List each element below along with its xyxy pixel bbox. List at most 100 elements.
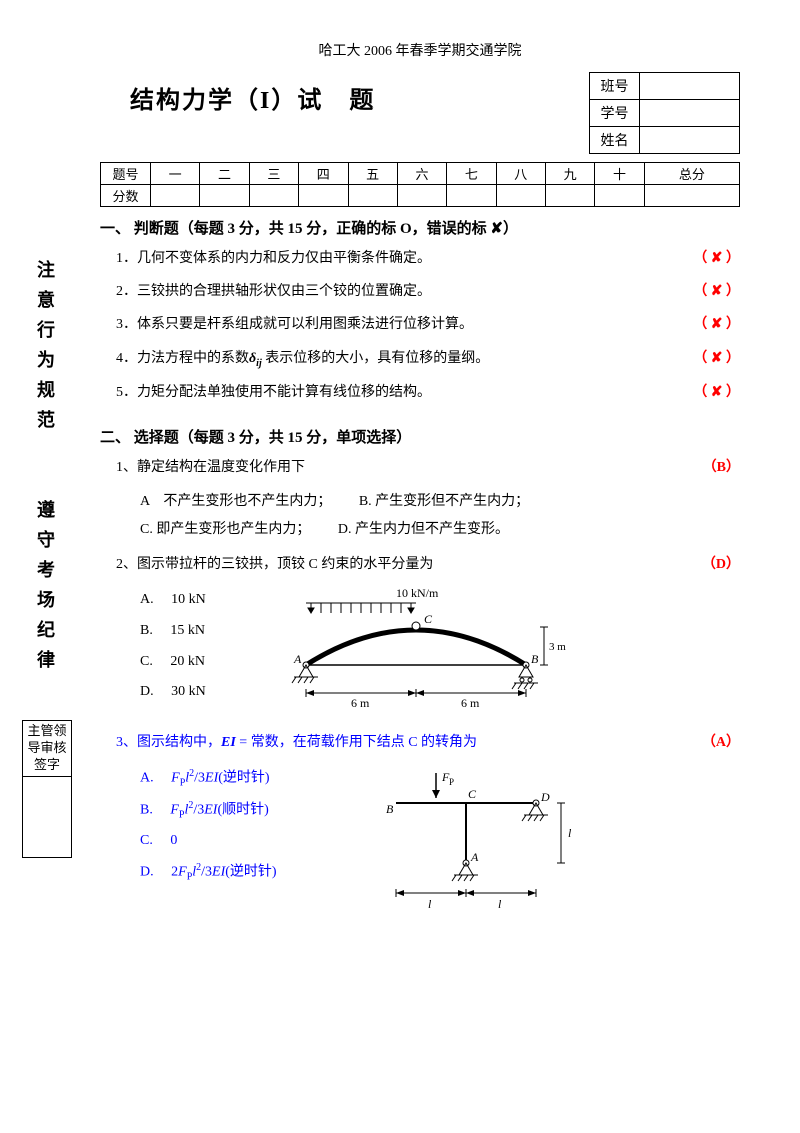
opt: A. FPl2/3EI(逆时针) [140, 763, 376, 794]
opt: C. 0 [140, 826, 376, 857]
score-col: 三 [249, 163, 298, 185]
score-col: 一 [151, 163, 200, 185]
score-cell [595, 185, 644, 207]
opt: C. 即产生变形也产生内力； [140, 516, 310, 544]
q1-4: 4．力法方程中的系数δij 表示位移的大小，具有位移的量纲。 （ ✘ ） [116, 346, 740, 373]
q-text: 2、图示带拉杆的三铰拱，顶铰 C 约束的水平分量为 [116, 557, 433, 572]
opt: A 不产生变形也不产生内力； [140, 488, 331, 516]
answer-mark: （ ✘ ） [693, 279, 740, 304]
school-header: 哈工大 2006 年春季学期交通学院 [100, 40, 740, 60]
score-table: 题号 一 二 三 四 五 六 七 八 九 十 总分 分数 [100, 162, 740, 207]
score-cell [200, 185, 249, 207]
q2-1: 1、静定结构在温度变化作用下 （B） [116, 455, 740, 480]
answer-mark: （ ✘ ） [693, 380, 740, 405]
q1-1: 1．几何不变体系的内力和反力仅由平衡条件确定。 （ ✘ ） [116, 246, 740, 271]
score-col: 九 [546, 163, 595, 185]
score-col: 七 [447, 163, 496, 185]
svg-text:C: C [424, 612, 433, 626]
student-info-table: 班号 学号 姓名 [589, 72, 740, 154]
signature-head: 主管领导审核签字 [23, 721, 71, 777]
score-row-head: 分数 [101, 185, 151, 207]
score-cell [151, 185, 200, 207]
section-2-title: 二、 选择题（每题 3 分，共 15 分，单项选择） [100, 426, 740, 447]
q2-3: 3、图示结构中，EI = 常数，在荷载作用下结点 C 的转角为 （A） [116, 730, 740, 755]
q-num: 1． [116, 251, 137, 266]
svg-text:C: C [468, 787, 477, 801]
info-value [640, 73, 740, 100]
score-cell [447, 185, 496, 207]
info-label: 姓名 [590, 127, 640, 154]
side-note-1: 注意行为规范 [32, 260, 58, 440]
title-row: 结构力学（I）试 题 班号 学号 姓名 [100, 72, 740, 154]
answer-mark: （ ✘ ） [693, 346, 740, 371]
q-text: 三铰拱的合理拱轴形状仅由三个铰的位置确定。 [137, 284, 431, 299]
answer-mark: （ ✘ ） [693, 246, 740, 271]
opt: B. FPl2/3EI(顺时针) [140, 795, 376, 826]
q1-3: 3．体系只要是杆系组成就可以利用图乘法进行位移计算。 （ ✘ ） [116, 312, 740, 337]
side-note-2: 遵守考场纪律 [32, 500, 58, 680]
info-value [640, 100, 740, 127]
q2-3-body: A. FPl2/3EI(逆时针) B. FPl2/3EI(顺时针) C. 0 D… [116, 763, 740, 918]
score-cell [546, 185, 595, 207]
q1-5: 5．力矩分配法单独使用不能计算有线位移的结构。 （ ✘ ） [116, 380, 740, 405]
q-text: 1、静定结构在温度变化作用下 [116, 460, 305, 475]
score-cell [249, 185, 298, 207]
score-col: 五 [348, 163, 397, 185]
info-label: 学号 [590, 100, 640, 127]
answer-mark: （A） [702, 730, 740, 755]
q-num: 5． [116, 385, 137, 400]
svg-text:A: A [470, 850, 479, 864]
q-text: = 常数，在荷载作用下结点 C 的转角为 [236, 735, 477, 750]
opt: C. 20 kN [140, 647, 266, 678]
opt: D. 30 kN [140, 677, 266, 708]
svg-text:l: l [428, 897, 432, 911]
frame-diagram: FP B C D A l l l [376, 763, 740, 918]
q-text: 力矩分配法单独使用不能计算有线位移的结构。 [137, 385, 431, 400]
section-1-title: 一、 判断题（每题 3 分，共 15 分，正确的标 O，错误的标 ✘） [100, 217, 740, 238]
ei-symbol: EI [221, 735, 236, 750]
svg-text:A: A [293, 652, 302, 666]
opt: B. 产生变形但不产生内力； [359, 488, 529, 516]
opt: D. 2FPl2/3EI(逆时针) [140, 857, 376, 888]
svg-text:6 m: 6 m [461, 696, 480, 710]
q-num: 2． [116, 284, 137, 299]
svg-text:D: D [540, 790, 550, 804]
signature-body [23, 777, 71, 857]
q-text: 几何不变体系的内力和反力仅由平衡条件确定。 [137, 251, 431, 266]
signature-box: 主管领导审核签字 [22, 720, 72, 858]
score-row-head: 题号 [101, 163, 151, 185]
info-value [640, 127, 740, 154]
q-text: 力法方程中的系数 [137, 351, 249, 366]
opt: B. 15 kN [140, 616, 266, 647]
opt: A. 10 kN [140, 585, 266, 616]
score-col: 八 [496, 163, 545, 185]
score-col: 六 [397, 163, 446, 185]
svg-text:P: P [449, 777, 454, 787]
opt: D. 产生内力但不产生变形。 [338, 516, 509, 544]
q-text: 体系只要是杆系组成就可以利用图乘法进行位移计算。 [137, 317, 473, 332]
svg-text:6 m: 6 m [351, 696, 370, 710]
q-num: 4． [116, 351, 137, 366]
q2-2: 2、图示带拉杆的三铰拱，顶铰 C 约束的水平分量为 （D） [116, 552, 740, 577]
q2-2-options: A. 10 kN B. 15 kN C. 20 kN D. 30 kN [116, 585, 266, 720]
svg-text:l: l [568, 826, 572, 840]
answer-mark: （D） [702, 552, 740, 577]
score-cell [496, 185, 545, 207]
score-col: 二 [200, 163, 249, 185]
svg-text:3 m: 3 m [549, 641, 566, 653]
score-col: 四 [299, 163, 348, 185]
score-cell [299, 185, 348, 207]
load-label: 10 kN/m [396, 586, 439, 600]
q-text: 3、图示结构中， [116, 735, 221, 750]
score-col: 总分 [644, 163, 739, 185]
q2-3-options: A. FPl2/3EI(逆时针) B. FPl2/3EI(顺时针) C. 0 D… [116, 763, 376, 918]
q2-1-options: A 不产生变形也不产生内力； B. 产生变形但不产生内力； C. 即产生变形也产… [140, 488, 740, 544]
svg-text:l: l [498, 897, 502, 911]
svg-text:B: B [386, 802, 394, 816]
q1-2: 2．三铰拱的合理拱轴形状仅由三个铰的位置确定。 （ ✘ ） [116, 279, 740, 304]
q-num: 3． [116, 317, 137, 332]
q2-2-body: A. 10 kN B. 15 kN C. 20 kN D. 30 kN 10 k… [116, 585, 740, 720]
arch-diagram: 10 kN/m C A B 3 m [266, 585, 740, 720]
score-cell [644, 185, 739, 207]
score-cell [348, 185, 397, 207]
